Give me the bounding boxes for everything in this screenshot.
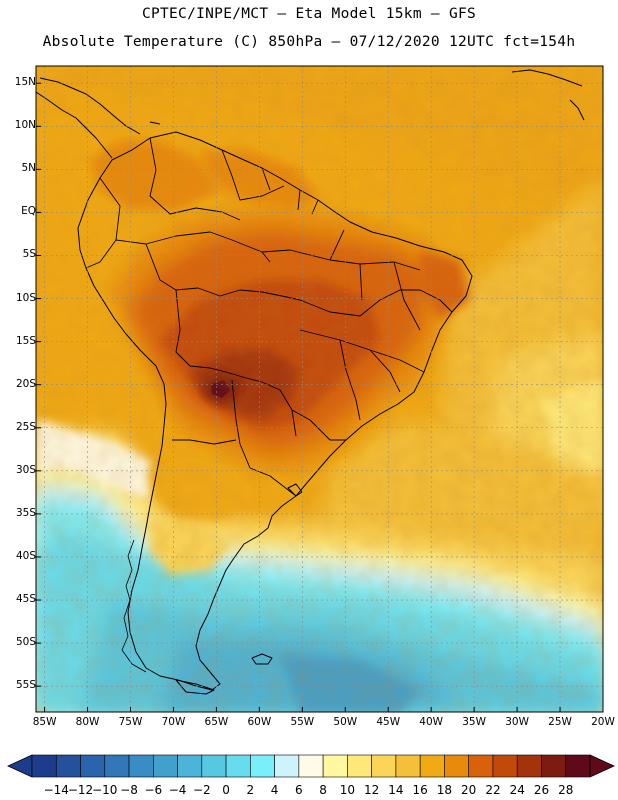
colorbar-label: 4 — [270, 783, 279, 797]
lat-label: 45S — [15, 593, 36, 606]
axis-ticks — [36, 82, 604, 712]
lat-label: 5S — [22, 248, 36, 261]
temperature-field — [36, 66, 603, 712]
lat-label: 40S — [15, 549, 36, 562]
colorbar-swatch — [371, 754, 397, 778]
caribbean-islands — [149, 69, 585, 125]
colorbar-label: 10 — [339, 783, 356, 797]
colorbar-swatch — [565, 754, 591, 778]
colorbar-swatch — [225, 754, 251, 778]
colorbar-swatch — [250, 754, 275, 778]
colorbar-label: 6 — [295, 783, 303, 797]
lon-label: 40W — [419, 716, 444, 728]
colorbar-max-arrow — [589, 754, 615, 778]
lon-label: 45W — [376, 716, 401, 728]
colorbar-label: −14 — [43, 783, 69, 797]
colorbar-swatch — [31, 754, 57, 778]
colorbar-label: 20 — [461, 783, 477, 797]
colorbar-label: −2 — [192, 783, 211, 797]
central-america-coastline — [36, 91, 113, 159]
lon-label: 80W — [75, 716, 100, 728]
colorbar-label: 14 — [388, 783, 404, 797]
colorbar-label: −10 — [92, 783, 118, 797]
lon-label: 85W — [32, 716, 57, 728]
tierra-del-fuego — [175, 679, 215, 695]
colorbar-swatch — [395, 754, 421, 778]
colorbar-swatch — [419, 754, 445, 778]
lon-label: 75W — [118, 716, 143, 728]
colorbar-swatch — [516, 754, 542, 778]
lagoa-dos-patos — [287, 483, 303, 497]
lon-label: 25W — [548, 716, 572, 728]
colorbar-swatch — [274, 754, 300, 778]
lon-label: 30W — [505, 716, 529, 728]
colorbar-swatch — [80, 754, 106, 778]
colorbar-swatch — [177, 754, 203, 778]
colorbar-label: 16 — [412, 783, 428, 797]
colorbar-swatch — [541, 754, 567, 778]
colorbar-swatch — [55, 754, 81, 778]
lat-label: EQ — [21, 205, 36, 218]
lat-label: 5N — [21, 162, 36, 175]
colorbar — [7, 754, 615, 778]
lon-label: 20W — [591, 716, 615, 728]
lat-label: 25S — [15, 420, 36, 433]
colorbar-swatch — [492, 754, 518, 778]
lat-label: 20S — [15, 377, 36, 390]
lat-label: 10N — [14, 119, 36, 132]
lat-label: 10S — [15, 291, 36, 304]
chart-title-line-2: Absolute Temperature (C) 850hPa – 07/12/… — [42, 34, 576, 50]
lon-label: 55W — [290, 716, 315, 728]
chile-archipelago — [121, 539, 147, 673]
colorbar-label: −8 — [120, 783, 138, 797]
lat-label: 50S — [15, 636, 36, 649]
lat-label: 15N — [14, 76, 36, 89]
falkland-islands — [251, 653, 273, 665]
colorbar-label: −12 — [67, 783, 94, 797]
colorbar-label: 12 — [364, 783, 380, 797]
colorbar-label: 26 — [533, 783, 550, 797]
lon-label: 60W — [247, 716, 272, 728]
colorbar-label: 24 — [509, 783, 525, 797]
colorbar-swatch — [444, 754, 469, 778]
colorbar-swatch — [468, 754, 494, 778]
colorbar-label: −4 — [168, 783, 187, 797]
plot-frame — [35, 65, 604, 713]
lat-label: 30S — [15, 463, 36, 476]
colorbar-label: 22 — [485, 783, 501, 797]
coastlines — [36, 69, 585, 695]
central-america-coastline-north — [39, 77, 141, 135]
lon-label: 35W — [462, 716, 486, 728]
chart-title-line-1: CPTEC/INPE/MCT – Eta Model 15km – GFS — [141, 6, 477, 22]
colorbar-label: 18 — [436, 783, 453, 797]
colorbar-swatch — [347, 754, 372, 778]
colorbar-min-arrow — [7, 754, 33, 778]
colorbar-label: 28 — [558, 783, 574, 797]
colorbar-label: 8 — [319, 783, 327, 797]
lon-label: 70W — [161, 716, 186, 728]
colorbar-swatch — [128, 754, 154, 778]
lon-label: 65W — [204, 716, 229, 728]
lat-label: 55S — [15, 679, 36, 692]
lon-label: 50W — [333, 716, 358, 728]
colorbar-label: −6 — [144, 783, 163, 797]
lat-label: 35S — [15, 506, 36, 519]
colorbar-swatch — [153, 754, 178, 778]
colorbar-label: 2 — [246, 783, 255, 797]
colorbar-label: 0 — [222, 783, 230, 797]
colorbar-swatch — [298, 754, 324, 778]
colorbar-swatch — [201, 754, 227, 778]
lat-label: 15S — [15, 334, 36, 347]
colorbar-swatch — [322, 754, 348, 778]
colorbar-swatch — [104, 754, 130, 778]
